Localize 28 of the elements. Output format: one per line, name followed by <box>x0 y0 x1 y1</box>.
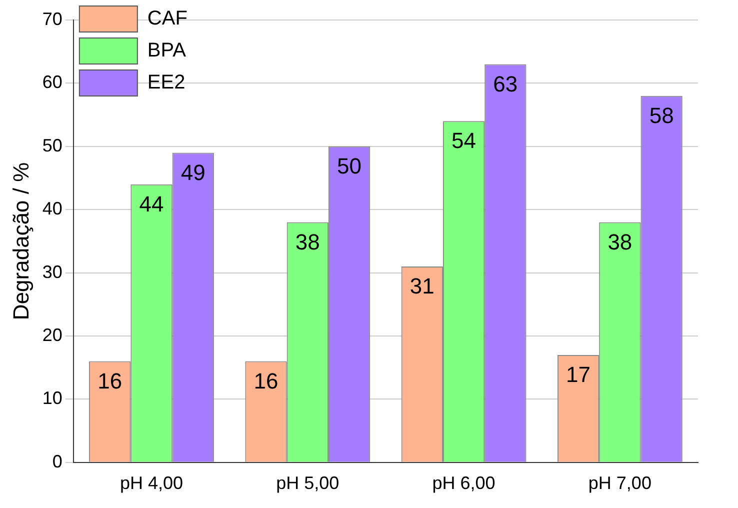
y-tick-label: 20 <box>42 324 62 345</box>
data-label: 17 <box>566 362 591 388</box>
y-tick-label: 50 <box>42 135 62 156</box>
data-label: 38 <box>295 229 320 254</box>
data-label: 49 <box>180 160 206 185</box>
data-label: 54 <box>452 128 476 154</box>
data-label: 63 <box>493 71 518 96</box>
data-label: 31 <box>410 274 434 299</box>
x-tick-label: pH 4,00 <box>120 473 184 494</box>
data-label: 16 <box>254 368 278 394</box>
y-tick-label: 10 <box>42 388 62 408</box>
x-tick-label: pH 5,00 <box>276 473 340 494</box>
data-label: 16 <box>98 368 122 394</box>
x-tick-label: pH 7,00 <box>588 473 652 494</box>
y-tick-label: 60 <box>42 72 62 92</box>
y-tick-label: 70 <box>42 8 62 29</box>
y-tick-label: 40 <box>42 198 62 219</box>
y-tick-label: 0 <box>52 451 62 472</box>
legend-label: EE2 <box>147 72 186 94</box>
data-label: 44 <box>139 191 164 216</box>
data-label: 38 <box>608 229 632 254</box>
legend-label: CAF <box>147 8 188 30</box>
data-label: 58 <box>649 102 674 128</box>
data-label: 50 <box>337 153 362 178</box>
x-tick-label: pH 6,00 <box>432 473 496 494</box>
legend-label: BPA <box>147 40 187 62</box>
y-tick-label: 30 <box>42 262 62 282</box>
y-axis-title: Degradação / % <box>8 162 34 320</box>
